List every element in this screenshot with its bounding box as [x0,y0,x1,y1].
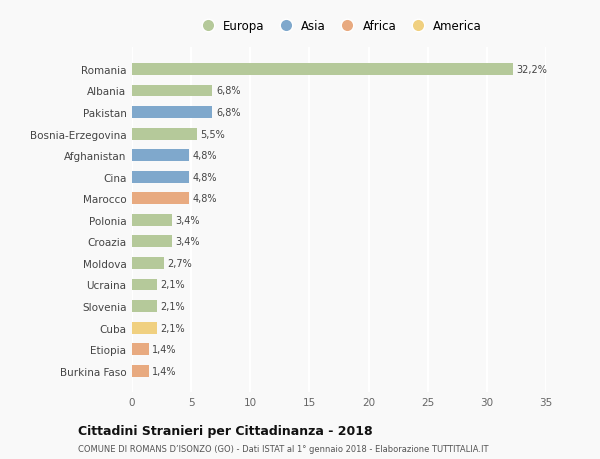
Bar [132,150,189,162]
Text: 4,8%: 4,8% [193,194,217,204]
Bar [132,279,157,291]
Text: 6,8%: 6,8% [216,86,241,96]
Bar [132,171,189,183]
Text: Cittadini Stranieri per Cittadinanza - 2018: Cittadini Stranieri per Cittadinanza - 2… [78,425,373,437]
Text: 1,4%: 1,4% [152,344,176,354]
Bar [132,107,212,119]
Bar [132,214,172,226]
Legend: Europa, Asia, Africa, America: Europa, Asia, Africa, America [196,20,482,33]
Text: 2,1%: 2,1% [160,280,185,290]
Text: 4,8%: 4,8% [193,172,217,182]
Bar [132,85,212,97]
Text: 2,7%: 2,7% [167,258,192,269]
Text: 2,1%: 2,1% [160,323,185,333]
Text: 3,4%: 3,4% [176,215,200,225]
Bar [132,257,164,269]
Text: 2,1%: 2,1% [160,302,185,311]
Bar [132,343,149,355]
Bar [132,193,189,205]
Bar [132,301,157,312]
Bar [132,322,157,334]
Text: 1,4%: 1,4% [152,366,176,376]
Text: 5,5%: 5,5% [200,129,226,139]
Bar [132,236,172,248]
Text: 6,8%: 6,8% [216,108,241,118]
Text: 32,2%: 32,2% [517,65,547,75]
Text: 4,8%: 4,8% [193,151,217,161]
Bar [132,129,197,140]
Bar [132,64,513,76]
Bar [132,365,149,377]
Text: COMUNE DI ROMANS D’ISONZO (GO) - Dati ISTAT al 1° gennaio 2018 - Elaborazione TU: COMUNE DI ROMANS D’ISONZO (GO) - Dati IS… [78,444,488,453]
Text: 3,4%: 3,4% [176,237,200,247]
